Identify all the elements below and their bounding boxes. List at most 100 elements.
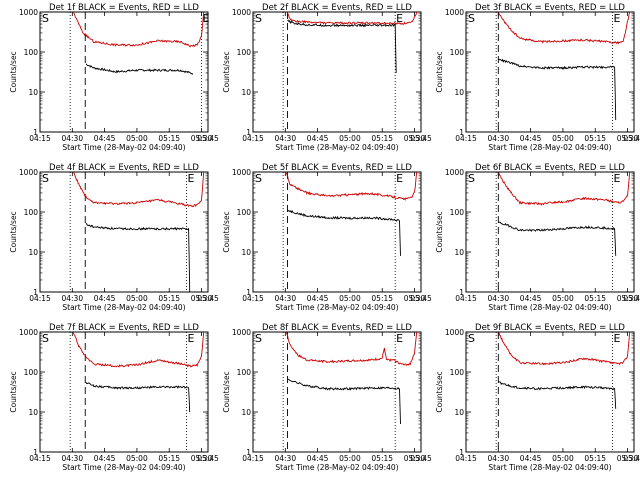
panel-title: Det 1f BLACK = Events, RED = LLD <box>49 3 199 13</box>
end-marker: E <box>187 332 194 345</box>
y-tick-label: 1 <box>246 448 251 457</box>
x-tick-label: 05:45 <box>410 454 432 463</box>
x-tick-label: 04:15 <box>29 294 51 303</box>
y-tick-label: 1000 <box>19 168 38 177</box>
start-marker: S <box>468 12 475 25</box>
y-tick-label: 10 <box>28 248 38 257</box>
x-tick-label: 04:30 <box>274 134 296 143</box>
x-axis-label: Start Time (28-May-02 04:09:40) <box>62 463 185 472</box>
y-tick-label: 100 <box>450 368 465 377</box>
x-axis-label: Start Time (28-May-02 04:09:40) <box>62 303 185 312</box>
x-tick-label: 05:15 <box>584 454 606 463</box>
x-tick-label: 05:45 <box>623 294 640 303</box>
series-line-events <box>287 19 397 73</box>
x-tick-label: 05:30 <box>191 134 213 143</box>
x-tick-label: 04:30 <box>61 454 83 463</box>
x-tick-label: 05:15 <box>371 454 393 463</box>
end-marker: E <box>203 12 210 25</box>
y-tick-label: 1 <box>246 288 251 297</box>
x-tick-label: 04:15 <box>455 294 477 303</box>
x-tick-label: 05:30 <box>404 294 426 303</box>
y-tick-label: 100 <box>450 48 465 57</box>
end-marker: E <box>396 332 403 345</box>
x-tick-label: 05:45 <box>410 294 432 303</box>
series-line-lld <box>498 331 631 366</box>
y-tick-label: 10 <box>241 248 251 257</box>
x-tick-label: 05:15 <box>158 294 180 303</box>
x-axis-label: Start Time (28-May-02 04:09:40) <box>488 463 611 472</box>
y-tick-label: 10 <box>454 408 464 417</box>
plot-frame <box>252 11 422 133</box>
x-tick-label: 04:15 <box>29 134 51 143</box>
y-axis-label: Counts/sec <box>222 211 231 252</box>
x-tick-label: 05:30 <box>191 454 213 463</box>
chart-panel-1: Det 1f BLACK = Events, RED = LLD 1 10 100 10… <box>9 3 219 152</box>
x-tick-label: 04:15 <box>455 134 477 143</box>
series-line-events <box>498 221 617 256</box>
x-tick-label: 05:00 <box>552 134 574 143</box>
y-tick-label: 100 <box>237 368 252 377</box>
end-marker: E <box>396 172 403 185</box>
y-tick-label: 1000 <box>232 328 251 337</box>
x-tick-label: 04:45 <box>94 134 116 143</box>
plot-frame <box>39 331 209 453</box>
x-tick-label: 05:45 <box>197 134 219 143</box>
y-axis-label: Counts/sec <box>9 51 18 92</box>
x-tick-label: 05:30 <box>404 454 426 463</box>
plot-frame <box>465 11 635 133</box>
x-tick-label: 05:00 <box>552 294 574 303</box>
y-tick-label: 1000 <box>445 168 464 177</box>
y-tick-label: 10 <box>241 408 251 417</box>
y-tick-label: 1 <box>459 448 464 457</box>
panel-title: Det 7f BLACK = Events, RED = LLD <box>49 323 199 333</box>
series-line-events <box>287 378 401 425</box>
plot-frame <box>39 171 209 293</box>
x-tick-label: 05:00 <box>126 294 148 303</box>
x-tick-label: 05:15 <box>584 134 606 143</box>
series-line-events <box>85 63 194 75</box>
x-tick-label: 04:30 <box>61 294 83 303</box>
end-marker: E <box>187 172 194 185</box>
x-tick-label: 04:45 <box>94 454 116 463</box>
x-tick-label: 05:15 <box>158 134 180 143</box>
x-tick-label: 04:30 <box>274 294 296 303</box>
x-tick-label: 04:45 <box>307 134 329 143</box>
y-tick-label: 1 <box>33 448 38 457</box>
x-tick-label: 04:15 <box>29 454 51 463</box>
y-tick-label: 10 <box>454 88 464 97</box>
plot-frame <box>252 171 422 293</box>
plot-frame <box>465 331 635 453</box>
end-marker: E <box>613 12 620 25</box>
x-tick-label: 04:45 <box>520 454 542 463</box>
x-tick-label: 04:45 <box>307 454 329 463</box>
chart-panel-2: Det 2f BLACK = Events, RED = LLD 1 10 100 10… <box>222 3 432 152</box>
x-tick-label: 05:00 <box>126 134 148 143</box>
y-tick-label: 1000 <box>19 328 38 337</box>
y-axis-label: Counts/sec <box>435 211 444 252</box>
chart-panel-4: Det 4f BLACK = Events, RED = LLD 1 10 100 10… <box>9 163 219 312</box>
y-axis-label: Counts/sec <box>222 51 231 92</box>
x-axis-label: Start Time (28-May-02 04:09:40) <box>62 143 185 152</box>
x-tick-label: 05:45 <box>623 454 640 463</box>
x-tick-label: 04:15 <box>455 454 477 463</box>
x-tick-label: 05:30 <box>617 454 639 463</box>
start-marker: S <box>255 172 262 185</box>
y-tick-label: 100 <box>237 48 252 57</box>
x-axis-label: Start Time (28-May-02 04:09:40) <box>488 303 611 312</box>
chart-panel-9: Det 9f BLACK = Events, RED = LLD 1 10 100 10… <box>435 323 640 472</box>
x-tick-label: 04:15 <box>242 454 264 463</box>
series-line-lld <box>498 11 631 45</box>
y-tick-label: 10 <box>454 248 464 257</box>
x-tick-label: 04:30 <box>61 134 83 143</box>
x-axis-label: Start Time (28-May-02 04:09:40) <box>275 303 398 312</box>
x-tick-label: 05:30 <box>404 134 426 143</box>
x-tick-label: 04:30 <box>487 454 509 463</box>
x-tick-label: 04:30 <box>274 454 296 463</box>
end-marker: E <box>613 332 620 345</box>
x-tick-label: 05:45 <box>197 294 219 303</box>
panel-title: Det 8f BLACK = Events, RED = LLD <box>262 323 412 333</box>
series-line-lld <box>498 171 631 206</box>
y-tick-label: 1000 <box>232 8 251 17</box>
chart-panel-3: Det 3f BLACK = Events, RED = LLD 1 10 100 10… <box>435 3 640 152</box>
